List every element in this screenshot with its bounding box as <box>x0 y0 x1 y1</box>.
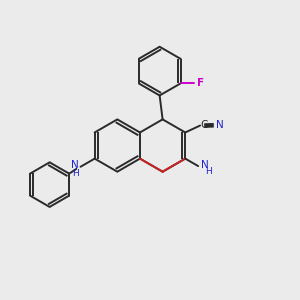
Text: H: H <box>72 169 78 178</box>
Text: H: H <box>205 167 212 176</box>
Text: N: N <box>215 120 223 130</box>
Text: N: N <box>71 160 78 170</box>
Text: N: N <box>200 160 208 170</box>
Text: F: F <box>197 78 204 88</box>
Text: C: C <box>200 120 208 130</box>
